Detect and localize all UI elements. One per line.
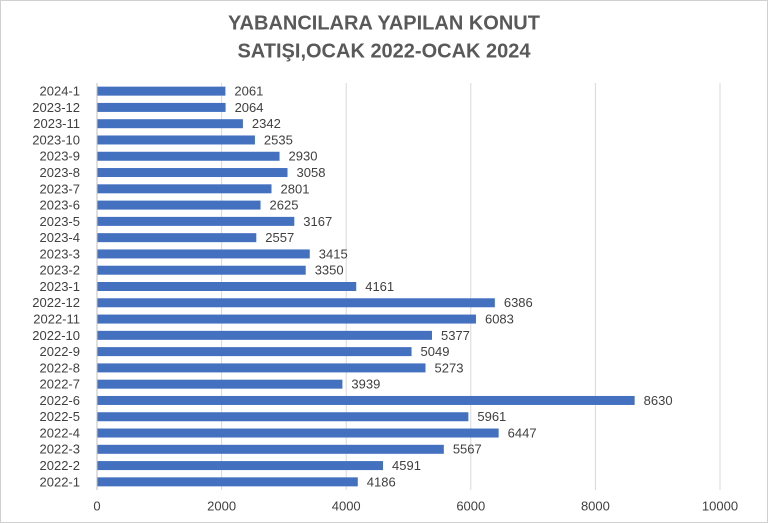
y-tick-label: 2023-1: [40, 279, 80, 294]
bar: [97, 477, 358, 487]
bar: [97, 168, 288, 178]
bar: [97, 200, 261, 210]
value-label: 6386: [504, 295, 533, 310]
bar: [97, 412, 469, 422]
y-tick-label: 2023-2: [40, 263, 80, 278]
value-label: 3058: [297, 165, 326, 180]
y-tick-label: 2022-12: [32, 295, 80, 310]
y-tick-label: 2023-10: [32, 132, 80, 147]
chart-title: SATIŞI,OCAK 2022-OCAK 2024: [237, 40, 531, 62]
value-label: 2535: [264, 132, 293, 147]
x-tick-label: 0: [93, 498, 100, 513]
bar: [97, 102, 226, 112]
bar: [97, 444, 444, 454]
x-tick-label: 8000: [581, 498, 610, 513]
value-label: 4591: [392, 458, 421, 473]
y-tick-label: 2023-9: [40, 149, 80, 164]
bar: [97, 298, 495, 308]
value-label: 2342: [252, 116, 281, 131]
value-label: 5961: [477, 409, 506, 424]
y-tick-label: 2022-2: [40, 458, 80, 473]
bar: [97, 330, 432, 340]
value-label: 6083: [485, 311, 514, 326]
value-label: 3939: [351, 377, 380, 392]
value-label: 6447: [508, 425, 537, 440]
y-tick-label: 2023-6: [40, 198, 80, 213]
value-label: 3167: [303, 214, 332, 229]
value-label: 3350: [315, 263, 344, 278]
x-tick-label: 2000: [207, 498, 236, 513]
y-tick-label: 2023-12: [32, 100, 80, 115]
bar: [97, 428, 499, 438]
bar: [97, 314, 476, 324]
y-tick-label: 2023-5: [40, 214, 80, 229]
bar: [97, 233, 257, 243]
y-tick-label: 2022-1: [40, 474, 80, 489]
x-tick-label: 4000: [332, 498, 361, 513]
bar: [97, 135, 255, 145]
bar: [97, 363, 426, 373]
y-tick-label: 2022-3: [40, 442, 80, 457]
y-tick-label: 2022-9: [40, 344, 80, 359]
bar: [97, 216, 295, 226]
y-tick-label: 2022-10: [32, 328, 80, 343]
x-tick-label: 6000: [456, 498, 485, 513]
y-tick-label: 2022-11: [33, 311, 80, 326]
bar: [97, 184, 272, 194]
bar: [97, 151, 280, 161]
value-label: 5567: [453, 442, 482, 457]
bar: [97, 249, 310, 259]
y-tick-label: 2024-1: [40, 84, 80, 99]
value-label: 3415: [319, 246, 348, 261]
value-label: 5049: [421, 344, 450, 359]
y-tick-label: 2022-8: [40, 360, 80, 375]
y-tick-label: 2022-6: [40, 393, 80, 408]
y-tick-label: 2023-7: [40, 181, 80, 196]
y-tick-label: 2023-11: [33, 116, 80, 131]
bar: [97, 86, 226, 96]
y-tick-label: 2023-3: [40, 246, 80, 261]
bar: [97, 347, 412, 357]
bar: [97, 379, 343, 389]
value-label: 2930: [289, 149, 318, 164]
bar: [97, 119, 243, 129]
y-tick-label: 2022-4: [40, 425, 80, 440]
value-label: 8630: [644, 393, 673, 408]
y-tick-label: 2023-4: [40, 230, 80, 245]
value-label: 4161: [365, 279, 394, 294]
y-tick-label: 2022-5: [40, 409, 80, 424]
chart-title: YABANCILARA YAPILAN KONUT: [228, 12, 540, 34]
value-label: 4186: [367, 474, 396, 489]
y-tick-label: 2023-8: [40, 165, 80, 180]
value-label: 2801: [281, 181, 310, 196]
value-label: 2557: [265, 230, 294, 245]
value-label: 2061: [234, 84, 263, 99]
bar: [97, 265, 306, 275]
value-label: 2064: [235, 100, 264, 115]
bar: [97, 461, 384, 471]
bar: [97, 282, 357, 291]
bar: [97, 395, 635, 405]
value-label: 2625: [270, 198, 299, 213]
value-label: 5273: [435, 360, 464, 375]
y-tick-label: 2022-7: [40, 377, 80, 392]
x-tick-label: 10000: [702, 498, 738, 513]
value-label: 5377: [441, 328, 470, 343]
